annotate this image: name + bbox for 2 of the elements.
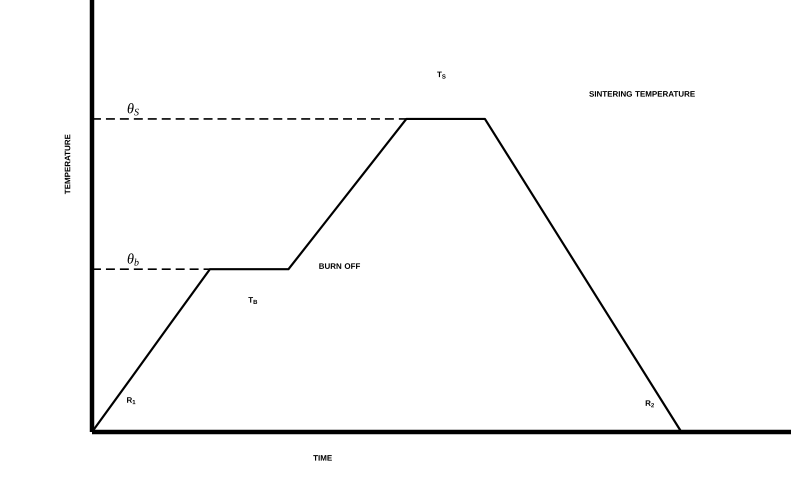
ref-line-label: θ$_{S}$ [128, 103, 139, 116]
ref-line-label: θ$_{b}$ [128, 253, 139, 266]
